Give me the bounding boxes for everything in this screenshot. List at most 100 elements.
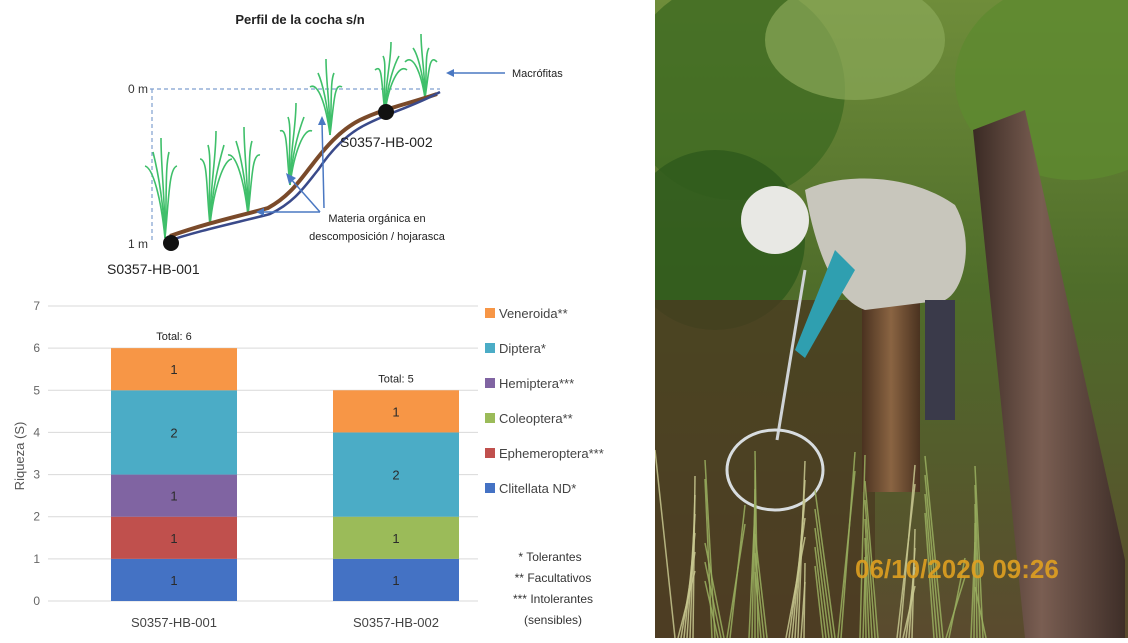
grass-blade xyxy=(704,459,716,638)
bar-segment xyxy=(333,516,459,559)
grass-blade xyxy=(814,527,830,638)
person-arm xyxy=(795,250,855,358)
grass-blade xyxy=(655,449,676,638)
data-label: 1 xyxy=(170,489,177,504)
grass-blade xyxy=(864,537,870,638)
y-axis-label: Riqueza (S) xyxy=(12,422,27,491)
bar-segment xyxy=(333,432,459,517)
macrophyte-stem xyxy=(424,59,438,99)
grass-blade xyxy=(924,512,935,638)
bar-segment xyxy=(111,390,237,475)
chart-legend: Veneroida** Diptera* Hemiptera*** Coleopter… xyxy=(485,306,604,496)
person-helmet xyxy=(741,186,809,254)
station-2-label: S0357-HB-002 xyxy=(340,134,433,150)
profile-diagram: Perfil de la cocha s/n 0 m 1 m S0357-HB-… xyxy=(107,12,563,277)
grass-blade xyxy=(974,465,984,638)
grass-blade xyxy=(840,451,856,638)
legend-entry: Ephemeroptera*** xyxy=(499,446,604,461)
grass-blade xyxy=(704,580,719,638)
grass-blade xyxy=(754,533,768,638)
grass-blade xyxy=(911,528,916,638)
grass-blade xyxy=(974,503,978,638)
richness-chart: 0 1 2 3 4 5 6 7 Riqueza (S) 1 1 1 2 1 Total: 6 1 1 2 1 To… xyxy=(12,299,604,630)
legend-swatch xyxy=(485,413,495,423)
net-handle xyxy=(775,269,807,441)
data-label: 1 xyxy=(392,404,399,419)
station-1-marker xyxy=(163,235,179,251)
station-1-label: S0357-HB-001 xyxy=(107,261,200,277)
grass-blade xyxy=(729,504,746,638)
grass-blade xyxy=(814,565,824,638)
grass-blade xyxy=(797,460,806,638)
profile-title: Perfil de la cocha s/n xyxy=(235,12,364,27)
classification-note: * Tolerantes xyxy=(518,550,581,564)
grass-blade xyxy=(948,557,966,638)
macrophyte-stem xyxy=(329,85,343,136)
data-label: 1 xyxy=(392,531,399,546)
y-tick-labels: 0 1 2 3 4 5 6 7 xyxy=(33,299,40,608)
macrofitas-label: Macrófitas xyxy=(512,68,563,80)
macrophyte-stem xyxy=(199,158,211,226)
grass-blade xyxy=(859,454,866,638)
station-2-marker xyxy=(378,104,394,120)
y-tick-label: 0 xyxy=(33,594,40,608)
legend-entry: Clitellata ND* xyxy=(499,481,576,496)
photo-svg: 06/10/2020 09:26 xyxy=(655,0,1128,638)
classification-note: (sensibles) xyxy=(524,613,582,627)
bar-segment xyxy=(111,516,237,559)
data-label: 2 xyxy=(392,468,399,483)
depth-bottom-label: 1 m xyxy=(128,237,148,251)
grass-blade xyxy=(814,508,833,638)
water-area xyxy=(655,300,875,638)
macrophyte-stem xyxy=(164,165,178,239)
grass-blade xyxy=(864,556,867,638)
bar-segment xyxy=(333,558,459,601)
legend-swatch xyxy=(485,378,495,388)
grass-blade xyxy=(754,571,762,638)
grass-blade xyxy=(704,542,725,638)
data-label: 1 xyxy=(170,531,177,546)
y-tick-label: 5 xyxy=(33,383,40,397)
data-label: 2 xyxy=(170,425,177,440)
grass-blade xyxy=(924,474,941,638)
grass-blade xyxy=(974,484,981,638)
net-ring xyxy=(725,428,825,512)
y-tick-label: 4 xyxy=(33,425,40,439)
chart-bars: 1 1 1 2 1 Total: 6 1 1 2 1 Total: 5 xyxy=(111,331,459,601)
bar-segment xyxy=(111,474,237,517)
y-tick-label: 2 xyxy=(33,510,40,524)
y-tick-label: 1 xyxy=(33,552,40,566)
legend-swatch xyxy=(485,448,495,458)
pipeline xyxy=(973,110,1125,638)
grass-blade xyxy=(924,493,938,638)
grass-blade xyxy=(814,489,836,638)
legend-entry: Coleoptera** xyxy=(499,411,573,426)
classification-note: ** Facultativos xyxy=(515,571,592,585)
legend-entry: Diptera* xyxy=(499,341,546,356)
figure-left-panel: Perfil de la cocha s/n 0 m 1 m S0357-HB-… xyxy=(12,12,604,630)
grass-blade xyxy=(814,546,827,638)
materia-arrowhead-2 xyxy=(286,173,296,184)
y-tick-label: 6 xyxy=(33,341,40,355)
grass-blade xyxy=(704,561,722,638)
legend-swatch xyxy=(485,343,495,353)
foliage xyxy=(765,0,945,100)
bar-segment xyxy=(333,390,459,433)
materia-arrow-3 xyxy=(321,121,325,209)
classification-note: *** Intolerantes xyxy=(513,592,593,606)
macrophyte-stem xyxy=(209,158,233,226)
depth-top-label: 0 m xyxy=(128,82,148,96)
x-category-labels: S0357-HB-001 S0357-HB-002 xyxy=(131,615,439,630)
macrofitas-arrowhead xyxy=(446,69,454,77)
grass-blade xyxy=(899,464,916,638)
data-label: 1 xyxy=(392,573,399,588)
figure-svg: Perfil de la cocha s/n 0 m 1 m S0357-HB-… xyxy=(12,12,604,630)
x-category-label: S0357-HB-002 xyxy=(353,615,439,630)
grass xyxy=(655,449,987,638)
materia-arrow-2 xyxy=(289,177,321,213)
bar-total-label: Total: 6 xyxy=(156,331,191,343)
chart-notes: * Tolerantes ** Facultativos *** Intoleran… xyxy=(513,550,593,627)
y-tick-label: 3 xyxy=(33,468,40,482)
grass-blade xyxy=(692,475,696,638)
grass-blade xyxy=(924,455,944,638)
